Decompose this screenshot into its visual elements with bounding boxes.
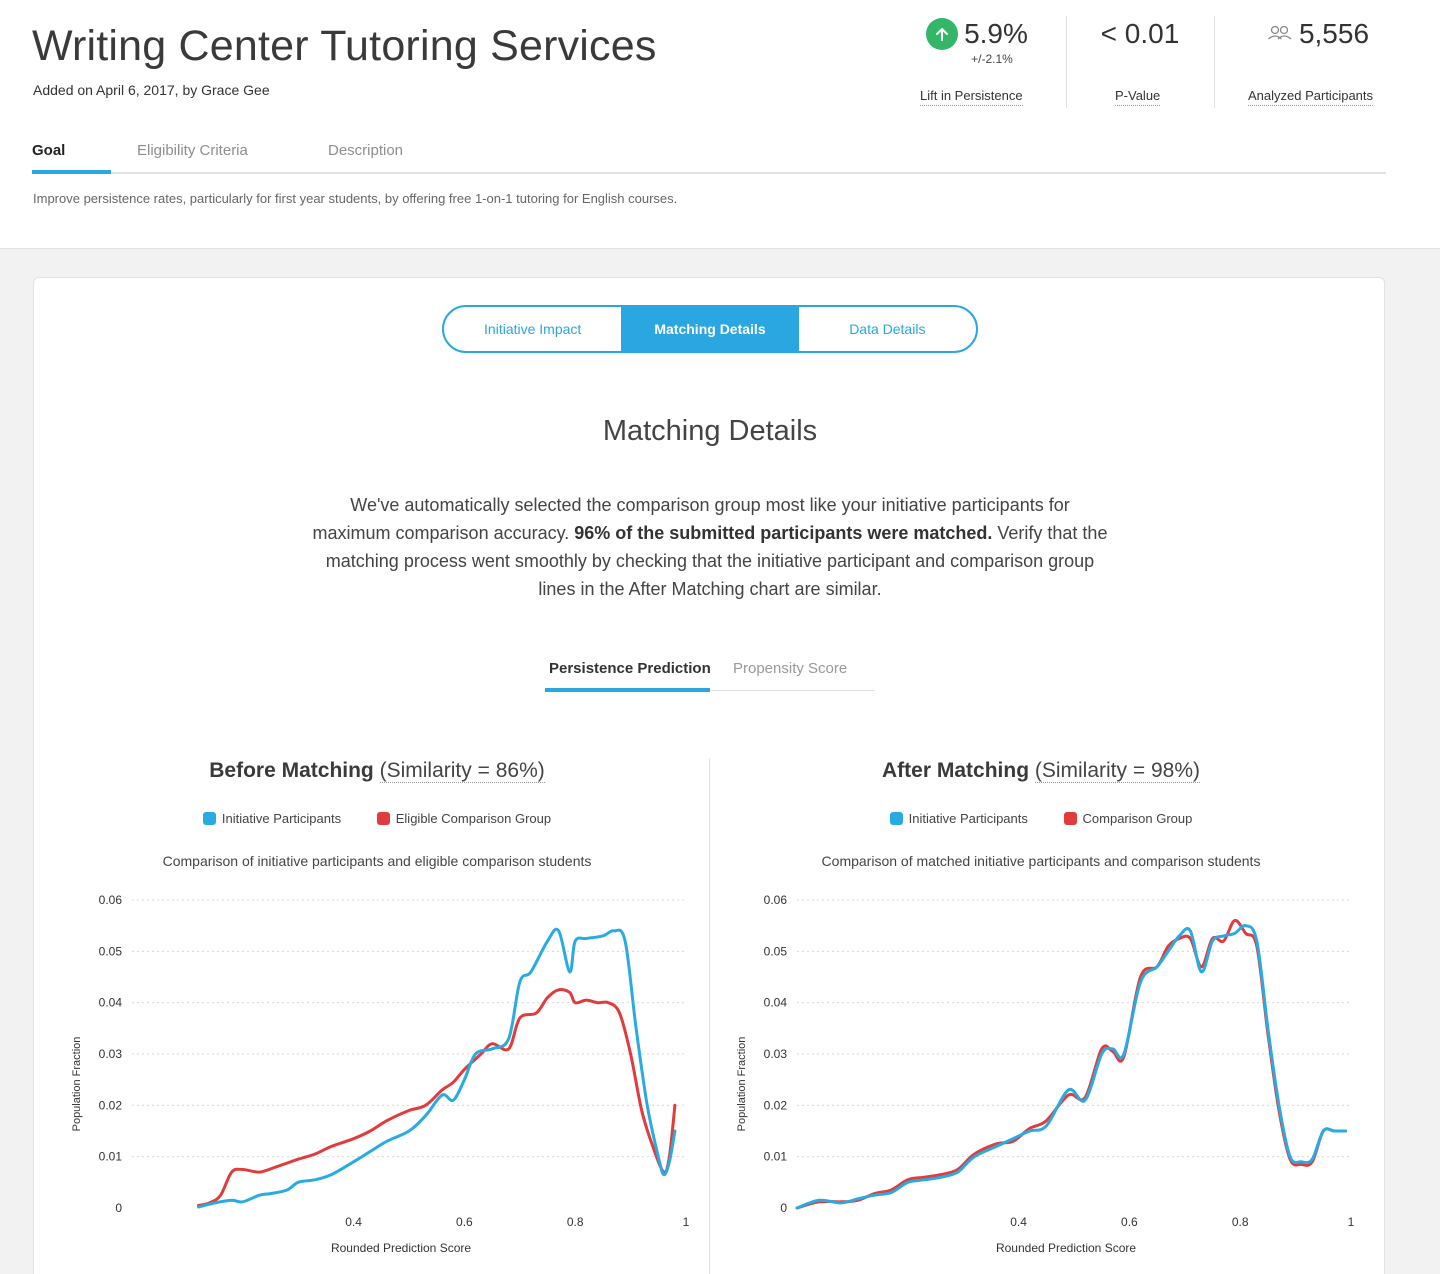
- header: Writing Center Tutoring Services Added o…: [0, 0, 1440, 249]
- tab-goal[interactable]: Goal: [32, 142, 66, 159]
- section-title: Matching Details: [602, 415, 818, 447]
- y-axis-label: Population Fraction: [736, 1037, 748, 1132]
- lift-label[interactable]: Lift in Persistence: [920, 88, 1023, 106]
- y-tick-label: 0.04: [764, 996, 788, 1010]
- active-subtab-indicator: [545, 688, 710, 692]
- similarity-before[interactable]: (Similarity = 86%): [379, 759, 545, 783]
- x-tick-label: 0.8: [567, 1215, 584, 1229]
- chart-before-matching: 0 0.01 0.02 0.03 0.04 0.05 0.06 0.4 0.6 0.8 1 Round…: [71, 893, 690, 1255]
- pvalue-label[interactable]: P-Value: [1115, 88, 1161, 106]
- divider: [1214, 16, 1215, 108]
- x-axis-label: Rounded Prediction Score: [996, 1241, 1136, 1255]
- y-axis-label: Population Fraction: [71, 1037, 83, 1132]
- y-tick-label: 0.02: [99, 1098, 123, 1112]
- y-tick-label: 0: [780, 1201, 787, 1215]
- segment-initiative-impact[interactable]: Initiative Impact: [484, 321, 582, 337]
- series-line-initiative-participants[interactable]: [795, 924, 1347, 1210]
- x-tick-label: 0.4: [345, 1215, 362, 1229]
- matched-highlight: 96% of the submitted participants were m…: [574, 523, 993, 543]
- matching-card: Initiative Impact Matching Details Data …: [33, 277, 1385, 1274]
- chart-after-matching: 0 0.01 0.02 0.03 0.04 0.05 0.06 0.4 0.6 0.8 1 Round…: [736, 893, 1355, 1255]
- participants-value: 5,556: [1298, 18, 1370, 49]
- view-switcher: Initiative Impact Matching Details Data …: [442, 305, 978, 353]
- lift-margin: +/-2.1%: [971, 52, 1013, 66]
- tab-description[interactable]: Description: [328, 142, 404, 159]
- intro-text: We've automatically selected the compari…: [312, 495, 1108, 599]
- stat-lift: 5.9% +/-2.1%: [920, 18, 1034, 66]
- segment-matching-details[interactable]: Matching Details: [621, 307, 799, 351]
- x-axis-label: Rounded Prediction Score: [331, 1241, 471, 1255]
- y-tick-label: 0.01: [764, 1150, 788, 1164]
- subtab-propensity-score[interactable]: Propensity Score: [733, 660, 848, 677]
- legend-item[interactable]: Initiative Participants: [202, 811, 341, 826]
- tab-eligibility[interactable]: Eligibility Criteria: [137, 142, 248, 159]
- y-tick-label: 0.01: [99, 1150, 123, 1164]
- y-tick-label: 0.03: [764, 1047, 788, 1061]
- x-tick-label: 0.4: [1010, 1215, 1027, 1229]
- x-tick-label: 0.6: [1121, 1215, 1138, 1229]
- divider: [709, 758, 710, 1274]
- arrow-up-icon: [926, 18, 959, 50]
- added-by: Added on April 6, 2017, by Grace Gee: [33, 82, 270, 98]
- series-line-comparison-group[interactable]: [795, 918, 1347, 1210]
- segment-data-details[interactable]: Data Details: [849, 321, 926, 337]
- lift-value: 5.9%: [964, 18, 1028, 49]
- subtab-persistence-prediction[interactable]: Persistence Prediction: [549, 660, 711, 677]
- x-tick-label: 1: [683, 1215, 690, 1229]
- people-icon: [1267, 18, 1293, 50]
- y-tick-label: 0.05: [99, 944, 123, 958]
- divider: [1066, 16, 1067, 108]
- legend-item[interactable]: Eligible Comparison Group: [376, 811, 551, 826]
- active-tab-indicator: [32, 170, 111, 174]
- chart-subtitle-after: Comparison of matched initiative partici…: [821, 853, 1261, 869]
- pvalue-value: < 0.01: [1100, 18, 1180, 49]
- legend-before: Initiative Participants Eligible Compari…: [47, 811, 707, 828]
- series-line-eligible-comparison-group[interactable]: [197, 988, 677, 1207]
- x-tick-label: 0.8: [1232, 1215, 1249, 1229]
- legend-item[interactable]: Initiative Participants: [889, 811, 1028, 826]
- y-tick-label: 0.06: [764, 893, 788, 907]
- chart-subtitle-before: Comparison of initiative participants an…: [162, 853, 592, 869]
- legend-item[interactable]: Comparison Group: [1063, 811, 1192, 826]
- y-tick-label: 0.04: [99, 996, 123, 1010]
- stat-participants: 5,556: [1250, 18, 1386, 50]
- legend-after: Initiative Participants Comparison Group: [711, 811, 1371, 828]
- similarity-after[interactable]: (Similarity = 98%): [1034, 759, 1200, 783]
- chart-subtabs: Persistence Prediction Propensity Score: [545, 651, 875, 692]
- detail-tabs: Goal Eligibility Criteria Description: [32, 130, 1386, 174]
- chart-title-after: After Matching (Similarity = 98%): [882, 759, 1200, 783]
- participants-label[interactable]: Analyzed Participants: [1248, 88, 1374, 106]
- stat-pvalue: < 0.01: [1085, 18, 1195, 50]
- y-tick-label: 0.03: [99, 1047, 123, 1061]
- y-tick-label: 0.05: [764, 944, 788, 958]
- series-line-initiative-participants[interactable]: [197, 927, 677, 1209]
- chart-title-before: Before Matching (Similarity = 86%): [209, 759, 545, 783]
- y-tick-label: 0.06: [99, 893, 123, 907]
- page-title: Writing Center Tutoring Services: [32, 22, 657, 70]
- goal-text: Improve persistence rates, particularly …: [33, 191, 678, 206]
- y-tick-label: 0.02: [764, 1098, 788, 1112]
- x-tick-label: 0.6: [456, 1215, 473, 1229]
- x-tick-label: 1: [1348, 1215, 1355, 1229]
- y-tick-label: 0: [115, 1201, 122, 1215]
